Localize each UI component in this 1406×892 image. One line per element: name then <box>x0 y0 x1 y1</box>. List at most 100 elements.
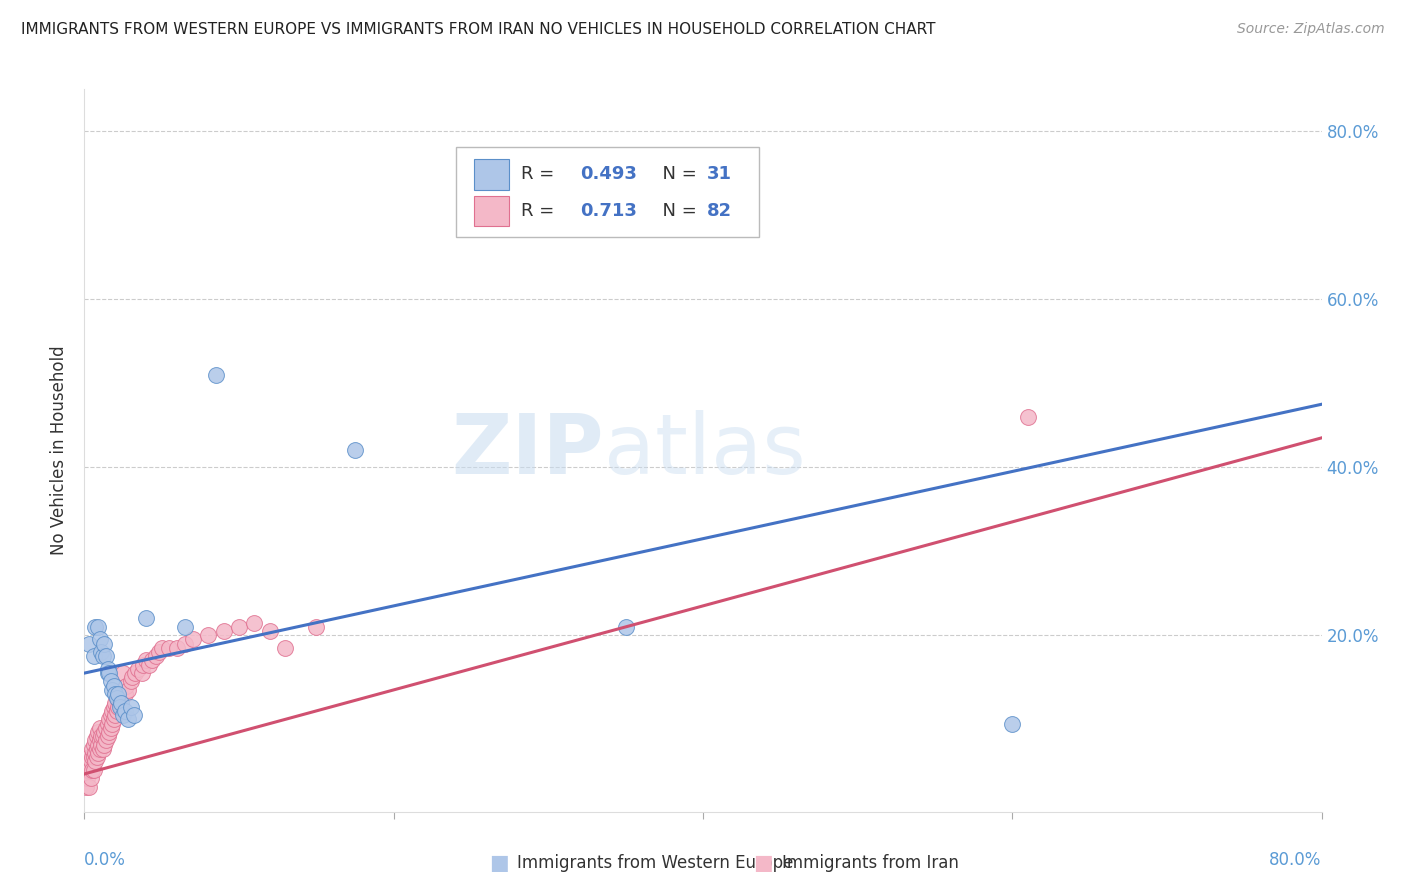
Point <box>117 712 139 726</box>
Point <box>82 741 104 756</box>
Text: Immigrants from Western Europe: Immigrants from Western Europe <box>517 855 794 872</box>
Point <box>121 670 143 684</box>
Point <box>94 721 117 735</box>
Text: 0.493: 0.493 <box>581 165 637 184</box>
Text: 31: 31 <box>707 165 731 184</box>
Text: IMMIGRANTS FROM WESTERN EUROPE VS IMMIGRANTS FROM IRAN NO VEHICLES IN HOUSEHOLD : IMMIGRANTS FROM WESTERN EUROPE VS IMMIGR… <box>21 22 935 37</box>
Point <box>96 666 118 681</box>
Point <box>117 682 139 697</box>
Point <box>141 653 163 667</box>
Point <box>120 699 142 714</box>
Text: 0.713: 0.713 <box>581 202 637 220</box>
Point <box>83 649 105 664</box>
Point <box>1017 409 1039 424</box>
Point <box>197 628 219 642</box>
Point <box>93 637 115 651</box>
Text: ■: ■ <box>489 854 509 873</box>
Point <box>135 611 157 625</box>
Point <box>243 615 266 630</box>
Point <box>94 733 117 747</box>
Text: ■: ■ <box>754 854 773 873</box>
Point <box>274 640 297 655</box>
Point <box>112 666 135 681</box>
Point <box>87 725 110 739</box>
Point <box>86 750 108 764</box>
Point <box>89 632 111 647</box>
Point <box>114 687 136 701</box>
Point <box>82 763 104 777</box>
Point <box>93 725 115 739</box>
Text: N =: N = <box>651 165 703 184</box>
Point <box>77 750 100 764</box>
Point <box>101 716 124 731</box>
Point <box>159 640 180 655</box>
Point <box>104 687 127 701</box>
Point <box>110 699 132 714</box>
Point <box>105 691 128 706</box>
Point <box>104 708 127 723</box>
Point <box>75 780 97 794</box>
Point <box>103 679 125 693</box>
Point <box>96 716 118 731</box>
Point <box>100 674 122 689</box>
Point <box>79 754 101 768</box>
Point <box>93 738 115 752</box>
Point <box>174 620 197 634</box>
Text: N =: N = <box>651 202 703 220</box>
Point <box>83 750 105 764</box>
Text: ZIP: ZIP <box>451 410 605 491</box>
Point <box>90 738 112 752</box>
Point <box>86 729 108 743</box>
Point <box>101 682 124 697</box>
Text: 0.0%: 0.0% <box>84 852 127 870</box>
Point <box>145 649 167 664</box>
Point <box>100 721 122 735</box>
Point <box>174 637 197 651</box>
Text: 80.0%: 80.0% <box>1270 852 1322 870</box>
Point <box>91 729 114 743</box>
Point <box>90 645 112 659</box>
Point <box>79 771 101 785</box>
Point <box>89 733 111 747</box>
Point <box>181 632 204 647</box>
Point <box>77 637 100 651</box>
Point <box>98 725 121 739</box>
Point <box>98 666 121 681</box>
FancyBboxPatch shape <box>474 160 509 190</box>
Point <box>1001 716 1024 731</box>
Point <box>96 729 118 743</box>
Point <box>89 741 111 756</box>
Point <box>76 771 98 785</box>
Point <box>135 653 157 667</box>
Text: Immigrants from Iran: Immigrants from Iran <box>782 855 959 872</box>
Text: atlas: atlas <box>605 410 806 491</box>
Text: 82: 82 <box>707 202 733 220</box>
Point <box>77 780 100 794</box>
Point <box>138 657 160 672</box>
Point <box>89 721 111 735</box>
Point <box>148 645 170 659</box>
Text: R =: R = <box>522 202 560 220</box>
Point <box>83 738 105 752</box>
Text: R =: R = <box>522 165 560 184</box>
Point <box>212 624 235 639</box>
Point <box>259 624 281 639</box>
Point <box>150 640 173 655</box>
Point <box>131 666 153 681</box>
Point <box>87 746 110 760</box>
Point <box>100 708 122 723</box>
Point <box>90 729 112 743</box>
Text: Source: ZipAtlas.com: Source: ZipAtlas.com <box>1237 22 1385 37</box>
Point <box>166 640 188 655</box>
Point <box>108 696 131 710</box>
Point <box>86 741 108 756</box>
Point <box>107 687 129 701</box>
Point <box>76 763 98 777</box>
Point <box>84 754 107 768</box>
Point <box>205 368 228 382</box>
Point <box>305 620 328 634</box>
Point <box>103 699 125 714</box>
Point <box>228 620 250 634</box>
FancyBboxPatch shape <box>474 196 509 227</box>
Point <box>112 708 135 723</box>
